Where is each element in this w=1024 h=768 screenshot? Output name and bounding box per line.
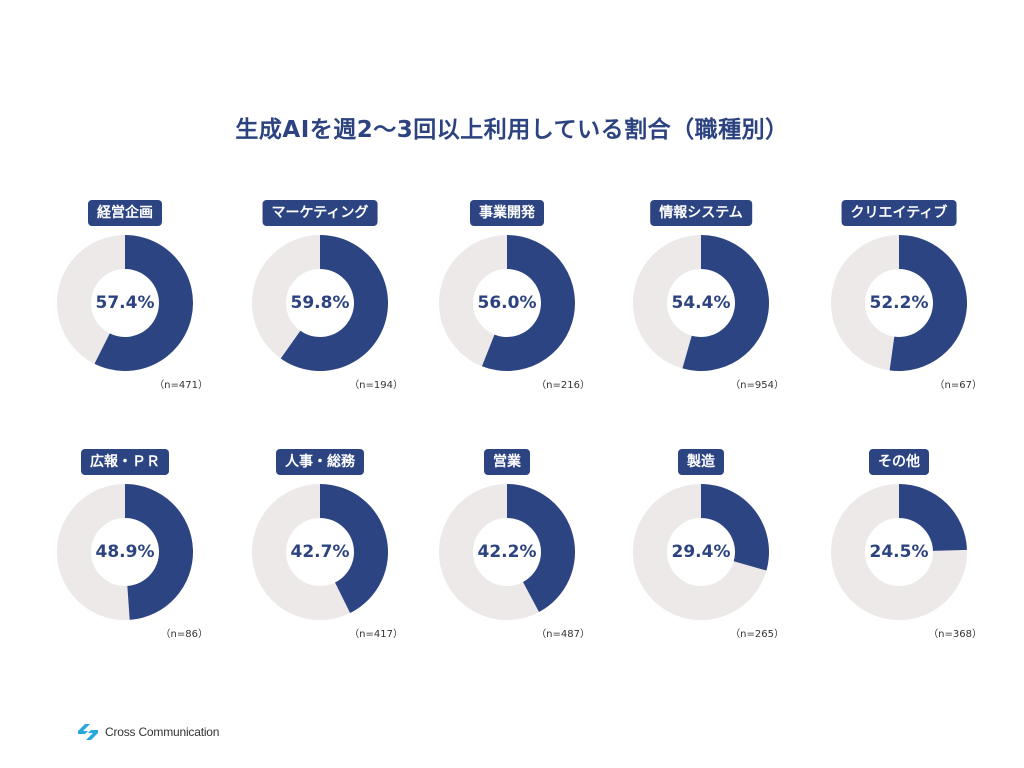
- sample-size-label: （n=86）: [160, 629, 208, 640]
- sample-size-label: （n=417）: [349, 629, 403, 640]
- percent-label: 29.4%: [671, 542, 731, 562]
- filled-segment: [280, 235, 388, 371]
- donut-chart: [633, 484, 769, 620]
- filled-segment: [701, 484, 769, 571]
- sample-size-label: （n=368）: [928, 629, 982, 640]
- donut-cell: マーケティング 59.8% （n=194）: [235, 200, 405, 400]
- percent-label: 57.4%: [95, 293, 155, 313]
- sample-size-label: （n=487）: [536, 629, 590, 640]
- sample-size-label: （n=67）: [934, 380, 982, 391]
- sample-size-label: （n=194）: [349, 380, 403, 391]
- percent-label: 42.7%: [290, 542, 350, 562]
- donut-cell: 事業開発 56.0% （n=216）: [422, 200, 592, 400]
- percent-label: 48.9%: [95, 542, 155, 562]
- donut-chart: [633, 235, 769, 371]
- filled-segment: [125, 484, 193, 620]
- chart-title: 生成AIを週2〜3回以上利用している割合（職種別）: [235, 117, 789, 143]
- filled-segment: [899, 484, 967, 551]
- percent-label: 56.0%: [477, 293, 537, 313]
- donut-chart: [831, 484, 967, 620]
- category-label: 営業: [484, 449, 530, 475]
- category-label: 広報・ＰＲ: [81, 449, 169, 475]
- category-label: 事業開発: [470, 200, 544, 226]
- sample-size-label: （n=954）: [730, 380, 784, 391]
- percent-label: 42.2%: [477, 542, 537, 562]
- donut-cell: 営業 42.2% （n=487）: [422, 449, 592, 649]
- donut-cell: 人事・総務 42.7% （n=417）: [235, 449, 405, 649]
- donut-chart: [439, 235, 575, 371]
- donut-chart: [57, 484, 193, 620]
- donut-cell: 経営企画 57.4% （n=471）: [40, 200, 210, 400]
- donut-cell: 情報システム 54.4% （n=954）: [616, 200, 786, 400]
- filled-segment: [320, 484, 388, 613]
- sample-size-label: （n=265）: [730, 629, 784, 640]
- filled-segment: [507, 484, 575, 612]
- donut-chart: [831, 235, 967, 371]
- category-label: クリエイティブ: [841, 200, 957, 226]
- percent-label: 54.4%: [671, 293, 731, 313]
- cross-communication-logo-icon: [78, 724, 98, 740]
- donut-chart: [57, 235, 193, 371]
- category-label: 人事・総務: [276, 449, 364, 475]
- category-label: 製造: [678, 449, 724, 475]
- category-label: 経営企画: [88, 200, 162, 226]
- filled-segment: [94, 235, 193, 371]
- donut-cell: 広報・ＰＲ 48.9% （n=86）: [40, 449, 210, 649]
- company-logo: Cross Communication: [76, 723, 219, 741]
- category-label: 情報システム: [650, 200, 752, 226]
- sample-size-label: （n=216）: [536, 380, 590, 391]
- category-label: マーケティング: [262, 200, 378, 226]
- category-label: その他: [869, 449, 929, 475]
- sample-size-label: （n=471）: [154, 380, 208, 391]
- percent-label: 24.5%: [869, 542, 929, 562]
- donut-cell: クリエイティブ 52.2% （n=67）: [814, 200, 984, 400]
- donut-chart: [252, 235, 388, 371]
- donut-chart: [252, 484, 388, 620]
- percent-label: 52.2%: [869, 293, 929, 313]
- filled-segment: [481, 235, 575, 371]
- filled-segment: [889, 235, 967, 371]
- logo-text: Cross Communication: [105, 725, 220, 739]
- percent-label: 59.8%: [290, 293, 350, 313]
- donut-cell: その他 24.5% （n=368）: [814, 449, 984, 649]
- donut-cell: 製造 29.4% （n=265）: [616, 449, 786, 649]
- filled-segment: [682, 235, 769, 371]
- donut-chart: [439, 484, 575, 620]
